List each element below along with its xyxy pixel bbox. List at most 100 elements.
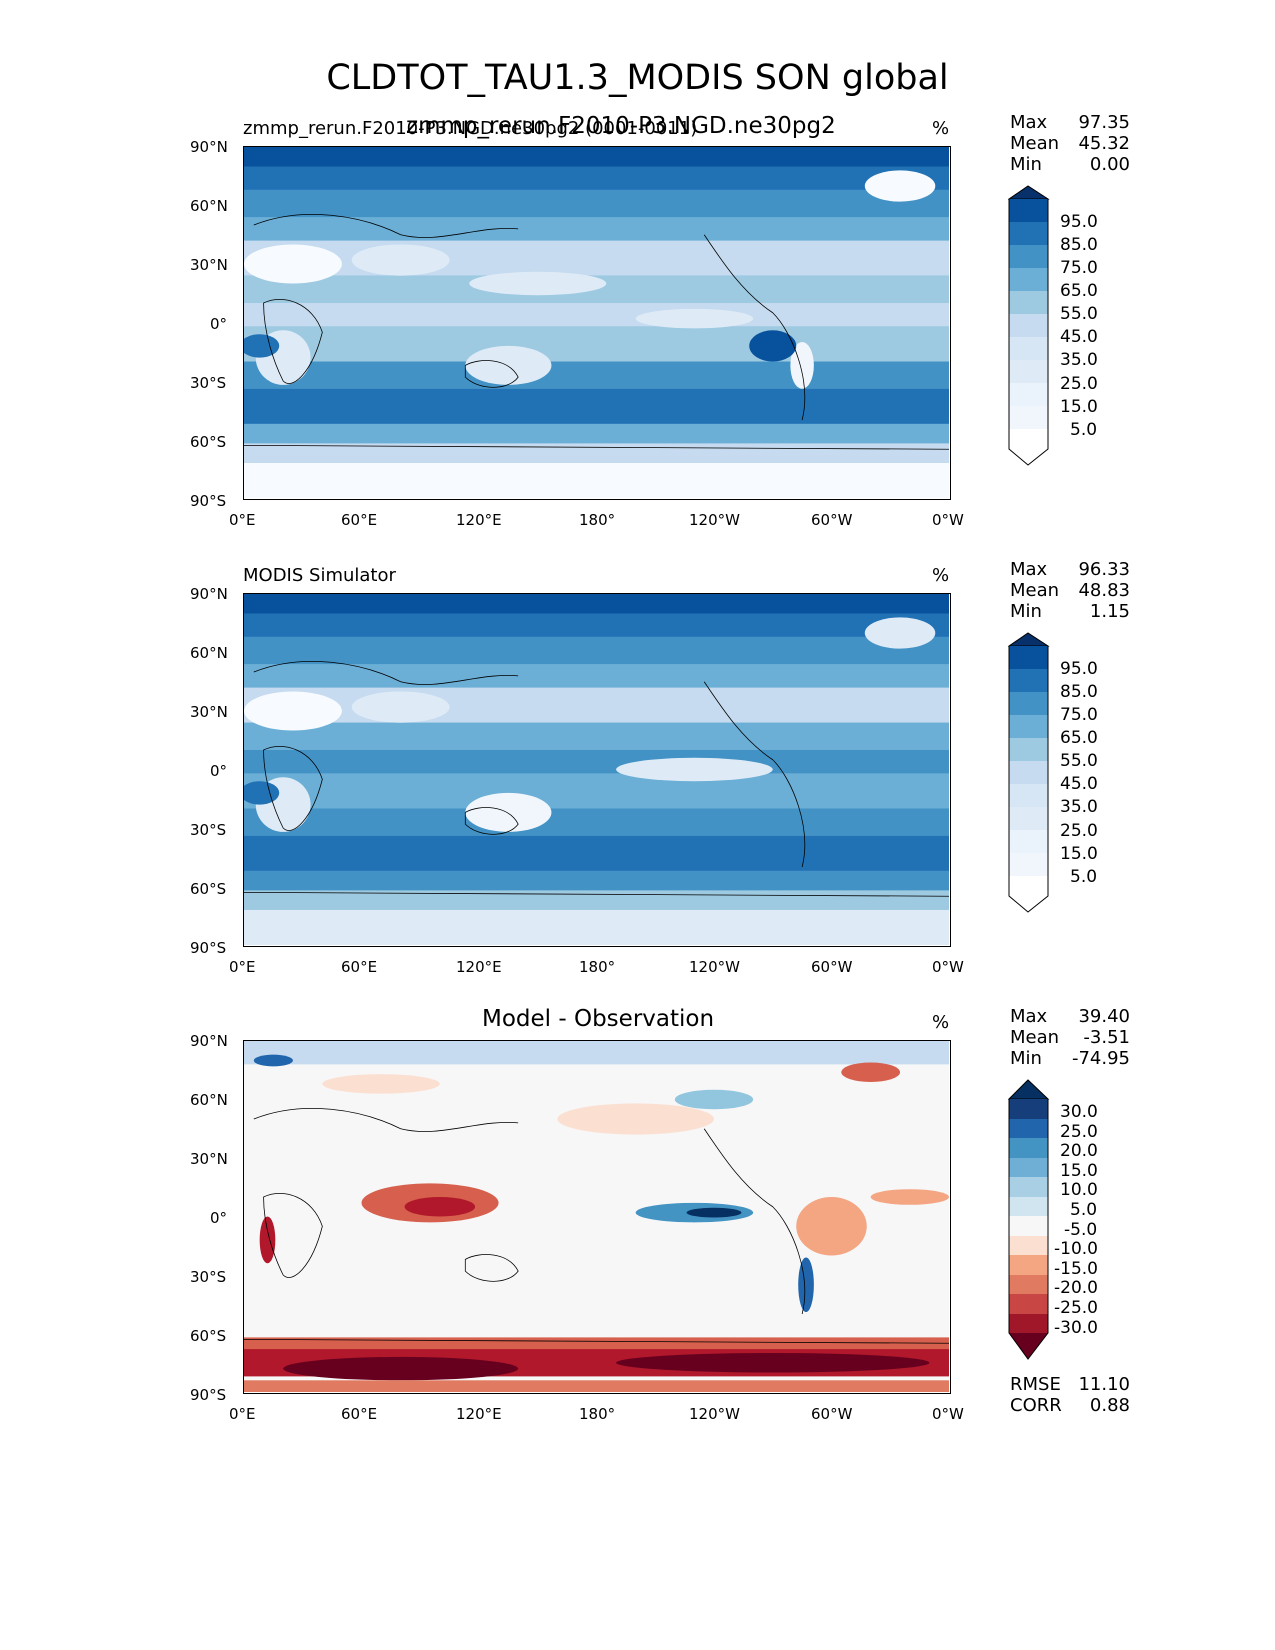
x-tick-label: 0°E [229,511,256,529]
corr-label: CORR [1010,1395,1062,1416]
colorbar-tick-label: 65.0 [1060,728,1098,748]
stat-max-value: 97.35 [1078,112,1130,133]
stat-min-label: Min [1010,601,1042,622]
y-tick-label: 30°S [190,821,227,839]
colorbar-tick-label: 35.0 [1060,350,1098,370]
colorbar-tick-label: 35.0 [1060,797,1098,817]
x-tick-label: 60°E [341,511,378,529]
colorbar [1008,632,1050,913]
y-tick-label: 60°S [190,1327,227,1345]
x-tick-label: 60°W [811,511,853,529]
stat-max-value: 96.33 [1078,559,1130,580]
colorbar [1008,185,1050,466]
stat-min-value: 1.15 [1089,601,1130,622]
x-tick-label: 0°W [932,511,964,529]
y-tick-label: 90°N [190,1032,228,1050]
colorbar-tick-label: 10.0 [1060,1180,1098,1200]
stat-min-label: Min [1010,1048,1042,1069]
stat-mean-label: Mean [1010,580,1060,601]
x-tick-label: 120°W [689,958,740,976]
x-tick-label: 0°E [229,1405,256,1423]
y-tick-label: 30°N [190,703,228,721]
x-tick-label: 120°E [456,1405,502,1423]
stat-min-value: 0.00 [1089,154,1130,175]
colorbar-tick-label: 15.0 [1060,844,1098,864]
x-tick-label: 180° [579,1405,616,1423]
stat-mean-value: 45.32 [1078,133,1130,154]
colorbar-tick-label: -5.0 [1064,1220,1098,1240]
unit-label: % [932,565,950,586]
map-field [244,147,949,498]
y-tick-label: 60°N [190,1091,228,1109]
panel-title-left: zmmp_rerun.F2010-P3.NGD.ne30pg2 (0001-00… [243,118,698,139]
x-tick-label: 120°E [456,958,502,976]
map-field [244,1041,949,1392]
colorbar-tick-label: -10.0 [1054,1239,1098,1259]
colorbar-tick-label: 55.0 [1060,304,1098,324]
x-tick-label: 0°W [932,1405,964,1423]
y-tick-label: 0° [210,315,228,333]
colorbar-tick-label: 45.0 [1060,774,1098,794]
map-field [244,594,949,945]
colorbar-tick-label: -15.0 [1054,1259,1098,1279]
colorbar-tick-label: 15.0 [1060,397,1098,417]
y-tick-label: 30°N [190,256,228,274]
rmse-label: RMSE [1010,1374,1061,1395]
colorbar-tick-label: 75.0 [1060,705,1098,725]
colorbar-tick-label: 25.0 [1060,1122,1098,1142]
rmse-value: 11.10 [1078,1374,1130,1395]
map-plot-area [243,146,951,500]
colorbar-tick-label: 20.0 [1060,1141,1098,1161]
x-tick-label: 120°E [456,511,502,529]
colorbar-tick-label: -20.0 [1054,1278,1098,1298]
y-tick-label: 30°N [190,1150,228,1168]
colorbar-tick-label: 45.0 [1060,327,1098,347]
x-tick-label: 120°W [689,511,740,529]
stat-mean-label: Mean [1010,133,1060,154]
colorbar-tick-label: 75.0 [1060,258,1098,278]
x-tick-label: 60°E [341,1405,378,1423]
colorbar-tick-label: 15.0 [1060,1161,1098,1181]
stat-mean-value: -3.51 [1083,1027,1130,1048]
colorbar-tick-label: 5.0 [1070,1200,1098,1220]
stat-max-label: Max [1010,559,1048,580]
colorbar-tick-label: -30.0 [1054,1318,1098,1338]
x-tick-label: 60°W [811,958,853,976]
colorbar-tick-label: 5.0 [1070,420,1098,440]
colorbar-tick-label: 65.0 [1060,281,1098,301]
colorbar-tick-label: 85.0 [1060,682,1098,702]
y-tick-label: 90°S [190,1386,227,1404]
stat-mean-label: Mean [1010,1027,1060,1048]
stat-max-value: 39.40 [1078,1006,1130,1027]
unit-label: % [932,1012,950,1033]
colorbar-tick-label: 85.0 [1060,235,1098,255]
y-tick-label: 90°S [190,492,227,510]
y-tick-label: 0° [210,762,228,780]
x-tick-label: 180° [579,958,616,976]
y-tick-label: 90°N [190,585,228,603]
x-tick-label: 120°W [689,1405,740,1423]
y-tick-label: 60°S [190,433,227,451]
x-tick-label: 0°W [932,958,964,976]
colorbar-tick-label: 30.0 [1060,1102,1098,1122]
colorbar-tick-label: 55.0 [1060,751,1098,771]
map-plot-area [243,1040,951,1394]
colorbar-tick-label: 95.0 [1060,212,1098,232]
colorbar-tick-label: 95.0 [1060,659,1098,679]
y-tick-label: 30°S [190,374,227,392]
stat-max-label: Max [1010,112,1048,133]
x-tick-label: 0°E [229,958,256,976]
x-tick-label: 60°W [811,1405,853,1423]
colorbar-tick-label: 25.0 [1060,821,1098,841]
y-tick-label: 90°N [190,138,228,156]
stat-min-value: -74.95 [1071,1048,1130,1069]
panel-title-center: zmmp_rerun.F2010-P3.NGD.ne30pg2 [406,113,836,139]
x-tick-label: 60°E [341,958,378,976]
y-tick-label: 30°S [190,1268,227,1286]
map-plot-area [243,593,951,947]
colorbar [1008,1079,1050,1360]
y-tick-label: 60°N [190,644,228,662]
unit-label: % [932,118,950,139]
colorbar-tick-label: 25.0 [1060,374,1098,394]
stat-mean-value: 48.83 [1078,580,1130,601]
